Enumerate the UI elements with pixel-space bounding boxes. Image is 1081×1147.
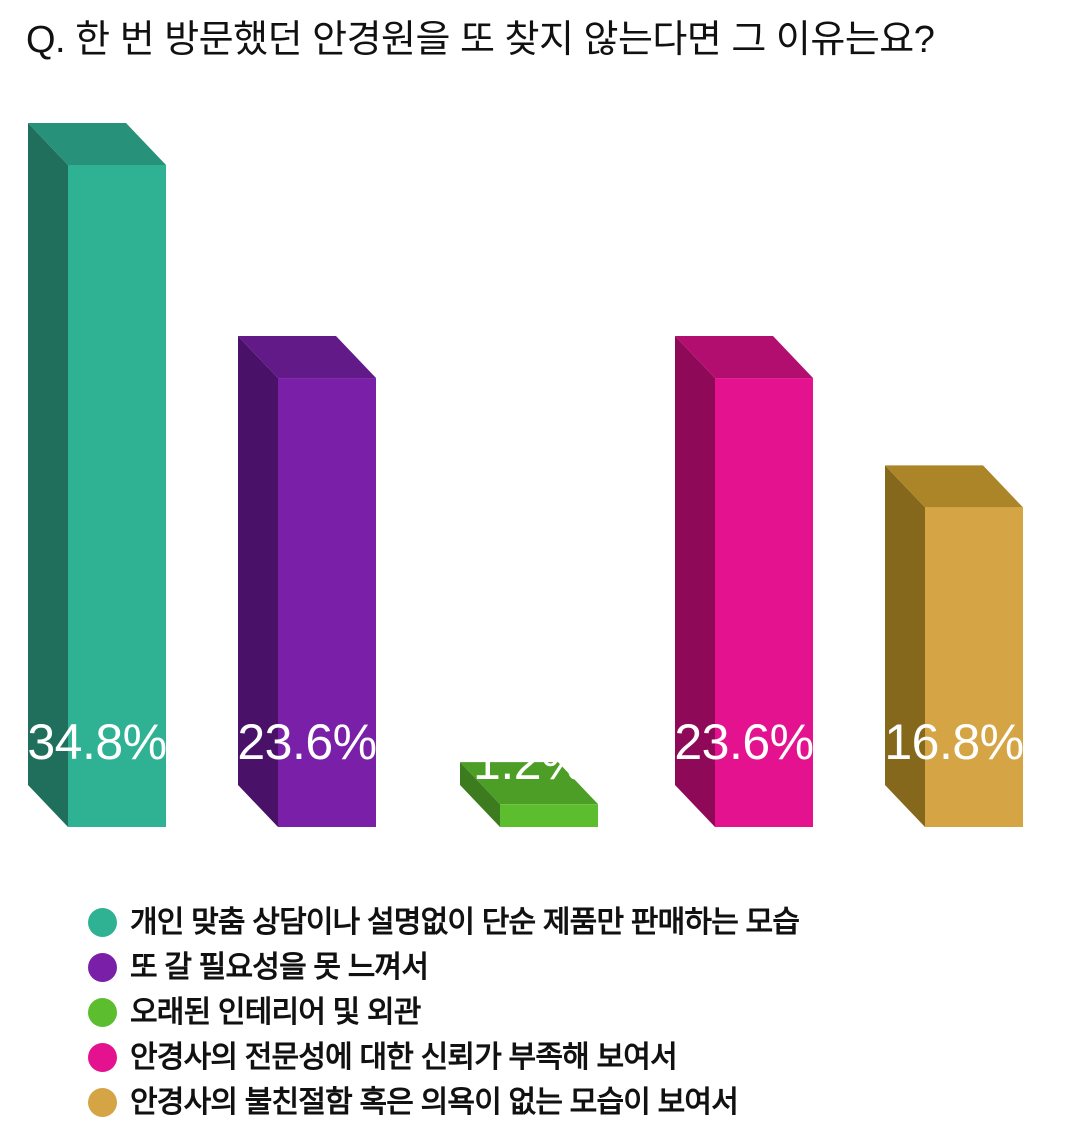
bar-front-face-0	[68, 165, 166, 827]
bar-column-0	[28, 123, 166, 827]
bar-side-face-4	[885, 465, 925, 827]
bar-top-face-1	[238, 336, 376, 379]
legend-swatch-icon-4	[88, 1088, 117, 1117]
bar-side-face-2	[460, 762, 500, 827]
bars-svg	[28, 123, 1023, 827]
bar-top-face-0	[28, 123, 166, 165]
bar-front-face-3	[715, 378, 813, 827]
legend-label-1: 또 갈 필요성을 못 느껴서	[130, 950, 429, 984]
legend-item-3: 안경사의 전문성에 대한 신뢰가 부족해 보여서	[88, 1035, 1078, 1080]
legend-label-2: 오래된 인테리어 및 외관	[130, 995, 421, 1029]
legend-swatch-icon-1	[88, 953, 117, 982]
legend-label-4: 안경사의 불친절함 혹은 의욕이 없는 모습이 보여서	[130, 1085, 739, 1119]
legend-swatch-icon-0	[88, 908, 117, 937]
bar-column-2	[460, 762, 598, 827]
bar-top-face-4	[885, 465, 1023, 508]
chart-legend: 개인 맞춤 상담이나 설명없이 단순 제품만 판매하는 모습 또 갈 필요성을 …	[88, 900, 1078, 1125]
bar-column-3	[675, 336, 813, 827]
bar-side-face-3	[675, 336, 715, 827]
bar-column-1	[238, 336, 376, 827]
bar-top-face-2	[460, 762, 598, 805]
chart-plot-area: 34.8% 23.6% 1.2% 23.6% 16.8%	[27, 123, 1024, 827]
legend-item-1: 또 갈 필요성을 못 느껴서	[88, 945, 1078, 990]
bar-side-face-0	[28, 123, 68, 827]
bar-side-face-1	[238, 336, 278, 827]
legend-swatch-icon-3	[88, 1043, 117, 1072]
legend-swatch-icon-2	[88, 998, 117, 1027]
bar-top-face-3	[675, 336, 813, 379]
page-title: Q. 한 번 방문했던 안경원을 또 찾지 않는다면 그 이유는요?	[26, 19, 935, 61]
bar-front-face-2	[500, 804, 598, 827]
legend-label-3: 안경사의 전문성에 대한 신뢰가 부족해 보여서	[130, 1040, 678, 1074]
bar-front-face-4	[925, 507, 1023, 827]
legend-item-2: 오래된 인테리어 및 외관	[88, 990, 1078, 1035]
legend-label-0: 개인 맞춤 상담이나 설명없이 단순 제품만 판매하는 모습	[130, 905, 800, 939]
bar-column-4	[885, 465, 1023, 827]
bar-front-face-1	[278, 378, 376, 827]
legend-item-0: 개인 맞춤 상담이나 설명없이 단순 제품만 판매하는 모습	[88, 900, 1078, 945]
legend-item-4: 안경사의 불친절함 혹은 의욕이 없는 모습이 보여서	[88, 1080, 1078, 1125]
